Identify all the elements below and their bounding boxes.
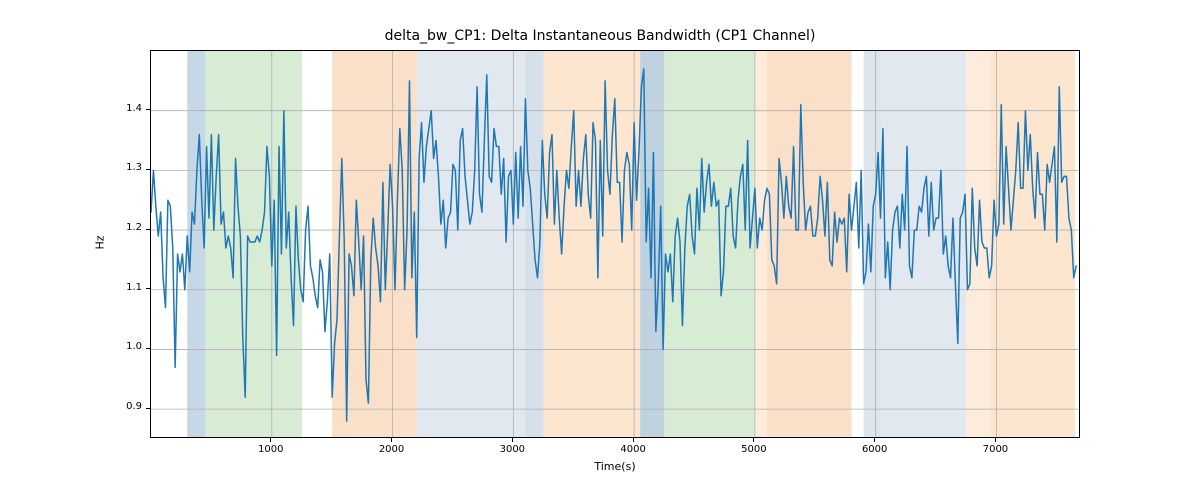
x-tick-label: 2000	[372, 444, 412, 455]
x-tick-label: 4000	[613, 444, 653, 455]
chart-title: delta_bw_CP1: Delta Instantaneous Bandwi…	[0, 28, 1200, 44]
y-tick-label: 1.2	[112, 222, 142, 233]
background-region	[205, 51, 302, 438]
x-tick-mark	[633, 438, 634, 442]
y-tick-mark	[146, 229, 150, 230]
x-tick-label: 1000	[251, 444, 291, 455]
x-tick-mark	[512, 438, 513, 442]
background-region	[767, 51, 852, 438]
x-tick-mark	[995, 438, 996, 442]
figure: delta_bw_CP1: Delta Instantaneous Bandwi…	[0, 0, 1200, 500]
x-axis-label: Time(s)	[150, 460, 1080, 473]
y-tick-mark	[146, 288, 150, 289]
y-tick-label: 1.4	[112, 103, 142, 114]
x-tick-label: 6000	[855, 444, 895, 455]
y-tick-mark	[146, 408, 150, 409]
x-tick-label: 5000	[734, 444, 774, 455]
background-region	[990, 51, 1075, 438]
x-tick-mark	[270, 438, 271, 442]
background-region	[864, 51, 882, 438]
x-tick-label: 3000	[492, 444, 532, 455]
background-region	[544, 51, 641, 438]
plot-axes	[150, 50, 1080, 438]
y-axis-label: Hz	[94, 233, 107, 253]
x-tick-label: 7000	[975, 444, 1015, 455]
x-tick-mark	[874, 438, 875, 442]
y-tick-label: 1.0	[112, 341, 142, 352]
x-tick-mark	[753, 438, 754, 442]
background-region	[664, 51, 755, 438]
y-tick-mark	[146, 348, 150, 349]
x-tick-mark	[391, 438, 392, 442]
y-tick-mark	[146, 109, 150, 110]
y-tick-label: 1.1	[112, 282, 142, 293]
background-region	[187, 51, 205, 438]
background-region	[417, 51, 526, 438]
y-tick-mark	[146, 169, 150, 170]
y-tick-label: 1.3	[112, 162, 142, 173]
y-tick-label: 0.9	[112, 401, 142, 412]
plot-svg	[151, 51, 1080, 438]
